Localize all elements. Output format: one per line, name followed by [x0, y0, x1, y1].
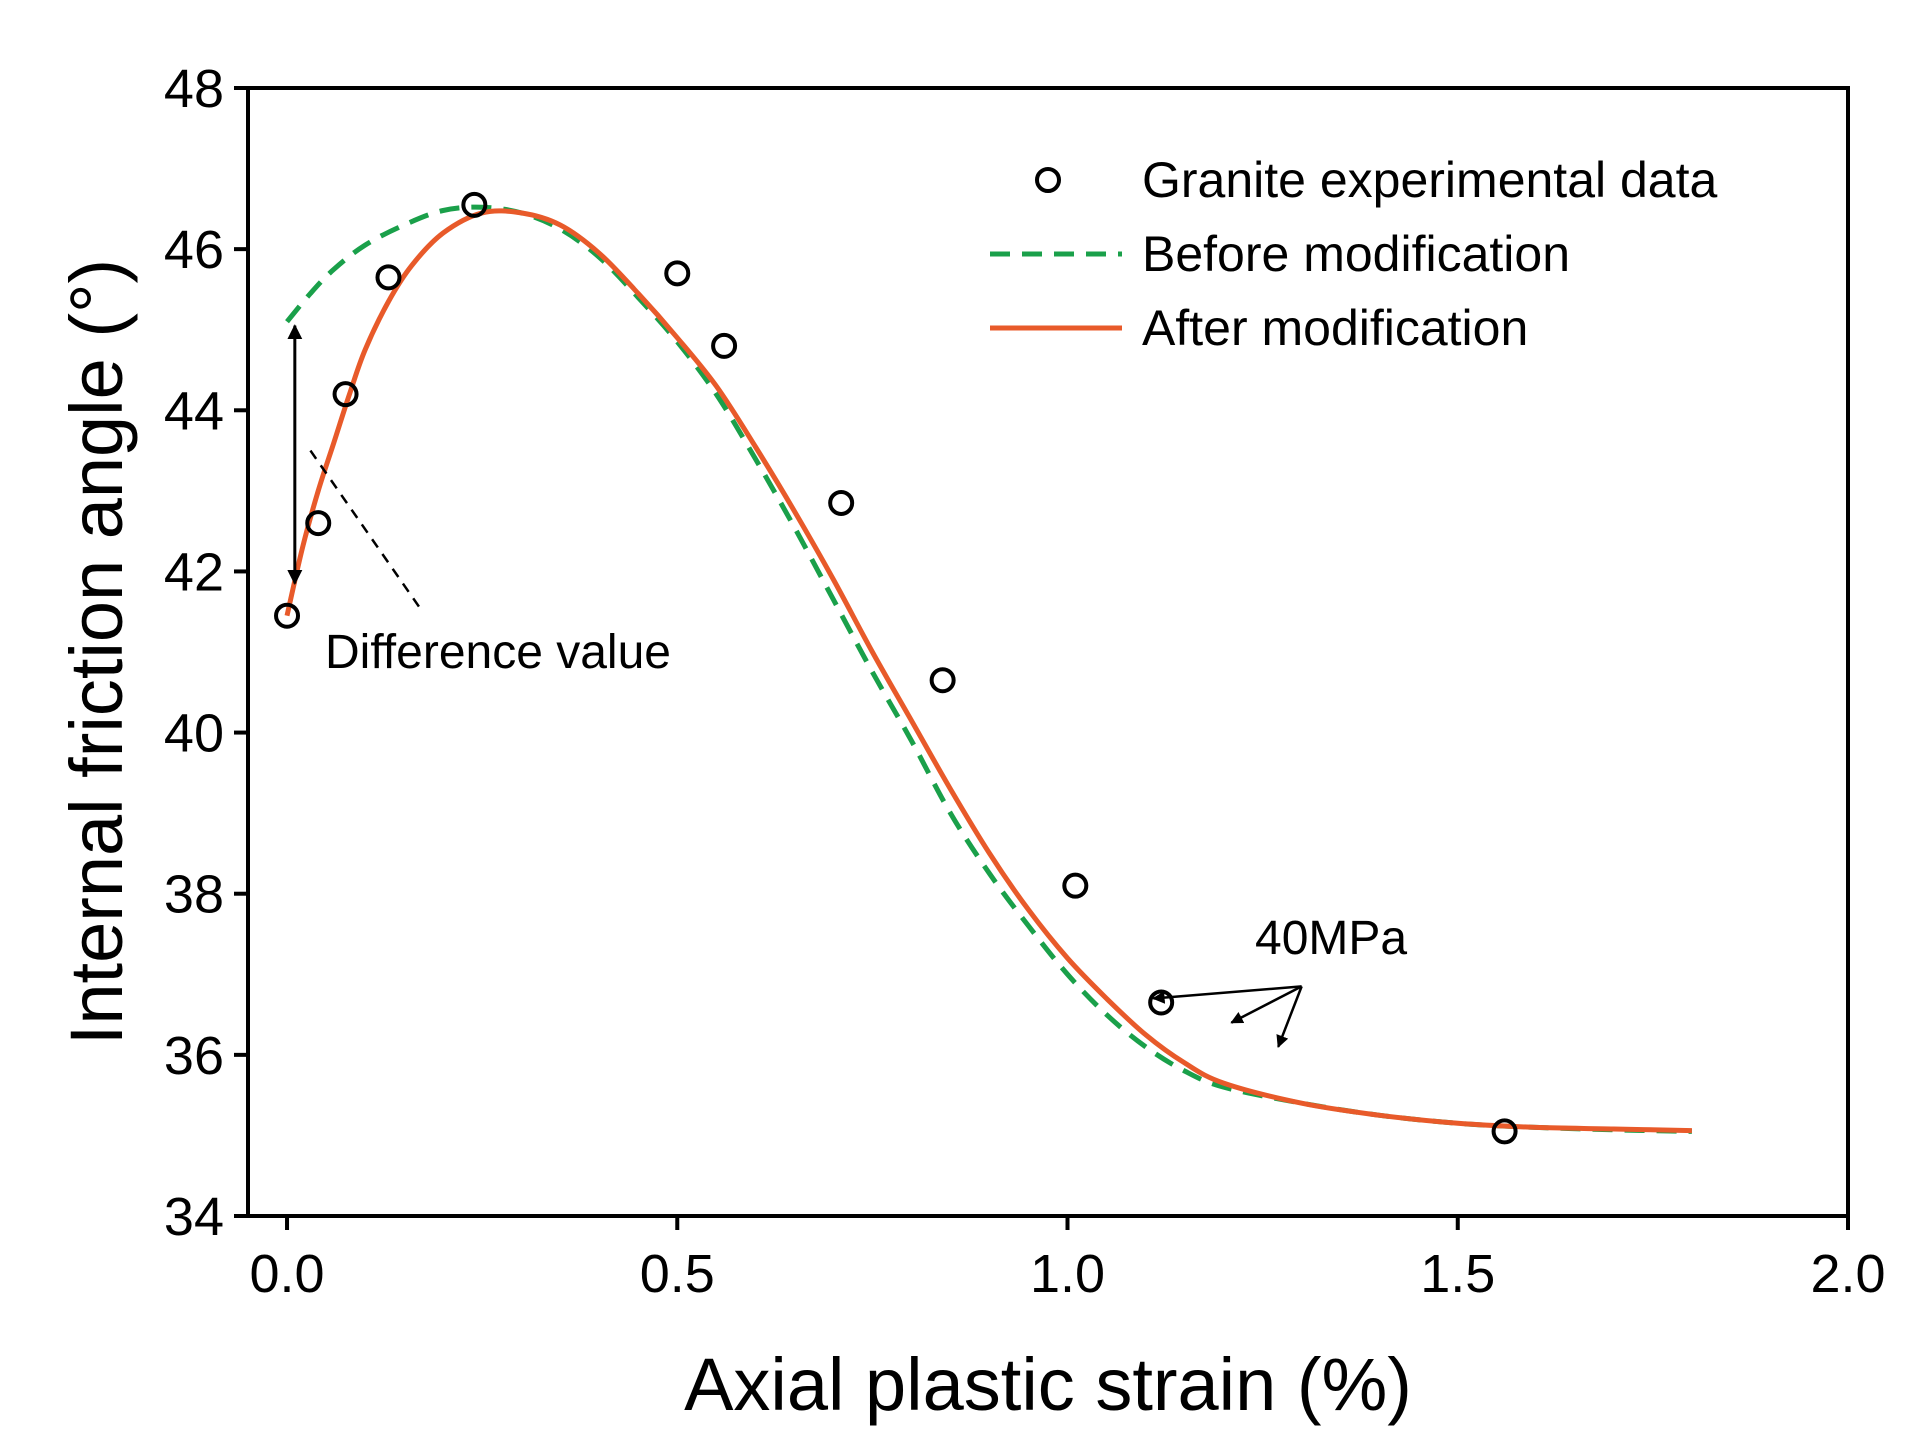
difference-leader-line: [309, 449, 421, 609]
data-point: [1491, 1118, 1518, 1145]
legend-label: Granite experimental data: [1142, 152, 1718, 208]
annotations: Difference value 40MPa: [287, 324, 1407, 1048]
pressure-arrow: [1230, 985, 1303, 1024]
x-tick-label: 0.5: [640, 1244, 715, 1304]
data-point: [274, 602, 301, 629]
data-points: [274, 191, 1518, 1145]
x-tick-label: 0.0: [249, 1244, 324, 1304]
x-tick-label: 1.5: [1420, 1244, 1495, 1304]
x-axis-title: Axial plastic strain (%): [684, 1343, 1412, 1426]
plot-frame: [246, 86, 1850, 1218]
data-point: [332, 381, 359, 408]
legend-label: Before modification: [1142, 226, 1570, 282]
pressure-label: 40MPa: [1255, 912, 1407, 965]
series-lines: [284, 204, 1692, 1134]
data-point: [929, 667, 956, 694]
y-axis-title: Internal friction angle (°): [55, 259, 138, 1045]
data-point: [664, 260, 691, 287]
after-modification-line: [284, 208, 1692, 1134]
data-point: [305, 510, 332, 537]
data-point: [1062, 872, 1089, 899]
legend: Granite experimental data Before modifica…: [990, 152, 1718, 356]
y-tick-label: 48: [164, 59, 224, 119]
data-point: [461, 191, 488, 218]
x-tick-label: 2.0: [1810, 1244, 1885, 1304]
data-point: [828, 489, 855, 516]
axis-ticks: 0.0 0.5 1.0 1.5 2.0 34 36 38 40 42 44 46 48: [164, 59, 1886, 1304]
before-modification-line: [285, 204, 1692, 1134]
x-tick-label: 1.0: [1030, 1244, 1105, 1304]
data-point: [375, 264, 402, 291]
legend-swatch-experimental-data: [1035, 167, 1061, 193]
y-tick-label: 44: [164, 381, 224, 441]
legend-label: After modification: [1142, 300, 1528, 356]
y-tick-label: 38: [164, 865, 224, 925]
y-tick-label: 34: [164, 1187, 224, 1247]
pressure-arrow: [1276, 985, 1303, 1048]
pressure-arrow: [1152, 985, 1302, 1004]
y-tick-label: 40: [164, 704, 224, 764]
y-tick-label: 36: [164, 1026, 224, 1086]
y-tick-label: 46: [164, 220, 224, 280]
data-point: [711, 332, 738, 359]
y-tick-label: 42: [164, 542, 224, 602]
difference-label: Difference value: [325, 626, 671, 679]
